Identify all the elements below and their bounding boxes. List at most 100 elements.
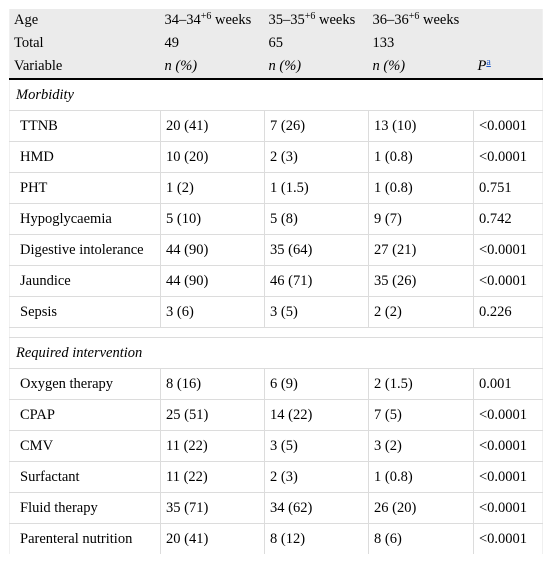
group-1-cell: 8 (16) [160, 368, 265, 400]
group-1-cell: 10 (20) [160, 141, 265, 173]
group-3-cell: 13 (10) [368, 110, 474, 142]
p-value-cell: <0.0001 [473, 430, 543, 462]
group-2-cell: 1 (1.5) [264, 172, 369, 204]
table-row: Sepsis 3 (6) 3 (5) 2 (2) 0.226 [9, 296, 543, 328]
table-row: PHT 1 (2) 1 (1.5) 1 (0.8) 0.751 [9, 172, 543, 204]
variable-cell: Surfactant [9, 461, 161, 493]
age-unit: weeks [315, 12, 356, 28]
npct-group-1: n (%) [160, 55, 265, 80]
group-2-cell: 14 (22) [264, 399, 369, 431]
total-label: Total [9, 32, 161, 55]
group-3-cell: 26 (20) [368, 492, 474, 524]
variable-label: Variable [9, 55, 161, 80]
age-label: Age [9, 9, 161, 32]
total-group-2: 65 [264, 32, 369, 55]
age-unit: weeks [211, 12, 252, 28]
group-3-cell: 1 (0.8) [368, 461, 474, 493]
age-group-3: 36–36+6 weeks [368, 9, 474, 32]
total-group-1: 49 [160, 32, 265, 55]
age-sup: +6 [408, 11, 420, 22]
group-2-cell: 46 (71) [264, 265, 369, 297]
p-footnote-link[interactable]: a [486, 57, 491, 68]
group-2-cell: 5 (8) [264, 203, 369, 235]
group-1-cell: 1 (2) [160, 172, 265, 204]
p-value-cell: <0.0001 [473, 110, 543, 142]
group-3-cell: 2 (2) [368, 296, 474, 328]
variable-cell: PHT [9, 172, 161, 204]
header-empty-cell [473, 9, 543, 32]
group-2-cell: 8 (12) [264, 523, 369, 554]
p-value-cell: 0.226 [473, 296, 543, 328]
header-empty-cell [473, 32, 543, 55]
p-label: P [477, 58, 487, 74]
table-row: Surfactant 11 (22) 2 (3) 1 (0.8) <0.0001 [9, 461, 543, 493]
group-1-cell: 44 (90) [160, 234, 265, 266]
age-range: 35–35 [268, 12, 305, 28]
variable-cell: Fluid therapy [9, 492, 161, 524]
p-value-cell: <0.0001 [473, 141, 543, 173]
header-row-age: Age 34–34+6 weeks 35–35+6 weeks 36–36+6 … [9, 9, 543, 32]
section-title-row: Morbidity [9, 79, 543, 111]
table-row: CMV 11 (22) 3 (5) 3 (2) <0.0001 [9, 430, 543, 462]
p-value-cell: 0.742 [473, 203, 543, 235]
group-2-cell: 35 (64) [264, 234, 369, 266]
table-header: Age 34–34+6 weeks 35–35+6 weeks 36–36+6 … [9, 9, 543, 80]
group-2-cell: 34 (62) [264, 492, 369, 524]
spacer-cell [9, 327, 543, 338]
group-3-cell: 1 (0.8) [368, 172, 474, 204]
p-value-cell: <0.0001 [473, 265, 543, 297]
age-sup: +6 [200, 11, 212, 22]
table-row: HMD 10 (20) 2 (3) 1 (0.8) <0.0001 [9, 141, 543, 173]
section-title-row: Required intervention [9, 337, 543, 369]
group-3-cell: 9 (7) [368, 203, 474, 235]
age-sup: +6 [304, 11, 316, 22]
group-1-cell: 3 (6) [160, 296, 265, 328]
p-value-cell: 0.001 [473, 368, 543, 400]
group-3-cell: 7 (5) [368, 399, 474, 431]
variable-cell: Digestive intolerance [9, 234, 161, 266]
group-1-cell: 25 (51) [160, 399, 265, 431]
variable-cell: Jaundice [9, 265, 161, 297]
p-header: Pa [473, 55, 543, 80]
table-body: Morbidity TTNB 20 (41) 7 (26) 13 (10) <0.0001… [9, 79, 543, 554]
group-1-cell: 11 (22) [160, 461, 265, 493]
group-1-cell: 11 (22) [160, 430, 265, 462]
group-3-cell: 27 (21) [368, 234, 474, 266]
age-group-1: 34–34+6 weeks [160, 9, 265, 32]
table-row: Digestive intolerance 44 (90) 35 (64) 27 (2… [9, 234, 543, 266]
table-row: Oxygen therapy 8 (16) 6 (9) 2 (1.5) 0.001 [9, 368, 543, 400]
section-title: Morbidity [9, 79, 543, 111]
group-2-cell: 6 (9) [264, 368, 369, 400]
group-1-cell: 44 (90) [160, 265, 265, 297]
group-3-cell: 2 (1.5) [368, 368, 474, 400]
group-1-cell: 20 (41) [160, 110, 265, 142]
group-3-cell: 1 (0.8) [368, 141, 474, 173]
section-spacer [9, 327, 543, 338]
header-row-total: Total 49 65 133 [9, 32, 543, 55]
p-value-cell: <0.0001 [473, 492, 543, 524]
p-value-cell: <0.0001 [479, 530, 528, 547]
table-row: TTNB 20 (41) 7 (26) 13 (10) <0.0001 [9, 110, 543, 142]
group-3-cell: 35 (26) [368, 265, 474, 297]
group-2-cell: 7 (26) [264, 110, 369, 142]
variable-cell: Oxygen therapy [9, 368, 161, 400]
section-title: Required intervention [9, 337, 543, 369]
variable-cell: Parenteral nutrition [9, 523, 161, 554]
table-row: Fluid therapy 35 (71) 34 (62) 26 (20) <0.000… [9, 492, 543, 524]
group-2-cell: 3 (5) [264, 296, 369, 328]
group-2-cell: 2 (3) [264, 141, 369, 173]
npct-group-2: n (%) [264, 55, 369, 80]
variable-cell: CMV [9, 430, 161, 462]
age-range: 34–34 [164, 12, 201, 28]
header-row-variable: Variable n (%) n (%) n (%) Pa [9, 55, 543, 80]
variable-cell: HMD [9, 141, 161, 173]
table-row: Hypoglycaemia 5 (10) 5 (8) 9 (7) 0.742 [9, 203, 543, 235]
age-range: 36–36 [372, 12, 409, 28]
p-value-cell: 0.751 [473, 172, 543, 204]
table-row: Jaundice 44 (90) 46 (71) 35 (26) <0.0001 [9, 265, 543, 297]
table-row: Parenteral nutrition 20 (41) 8 (12) 8 (6) <0… [9, 523, 543, 554]
total-group-3: 133 [368, 32, 474, 55]
group-3-cell: 3 (2) [368, 430, 474, 462]
variable-cell: TTNB [9, 110, 161, 142]
variable-cell: Sepsis [9, 296, 161, 328]
